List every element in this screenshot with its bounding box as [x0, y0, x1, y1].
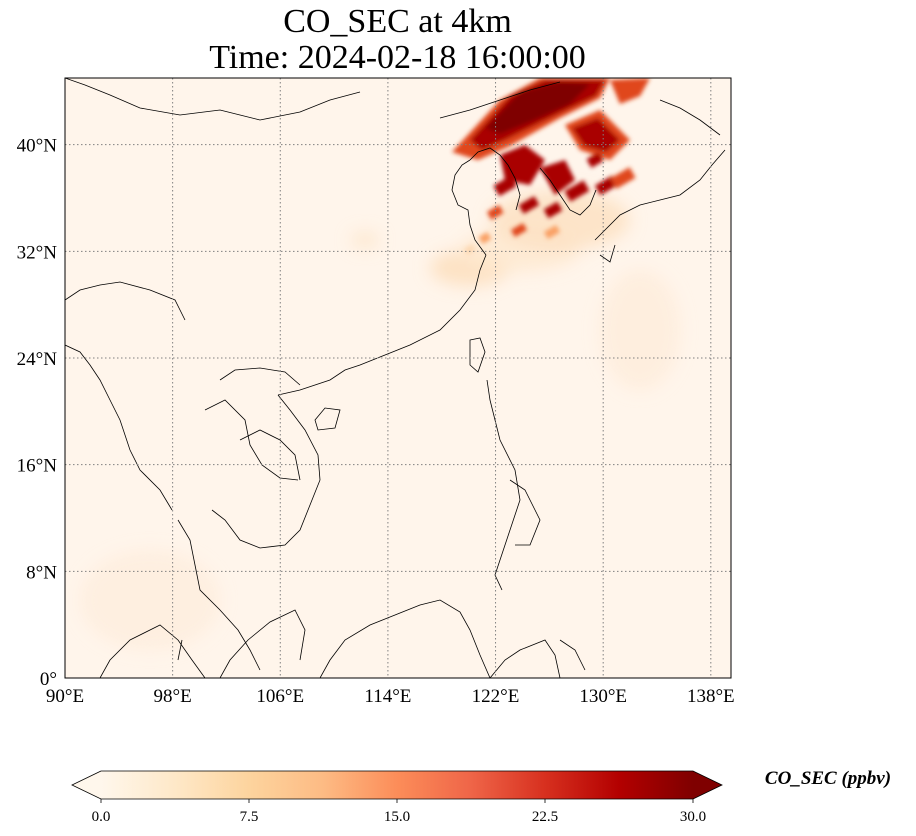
colorbar-tick-label: 0.0 [92, 809, 111, 825]
longitude-tick-label: 138°E [687, 686, 735, 707]
co-plume-layer [452, 78, 650, 256]
map-title-time: Time: 2024-02-18 16:00:00 [209, 39, 586, 76]
latitude-tick-label: 40°N [17, 136, 58, 157]
colorbar-max-extension [693, 771, 722, 799]
map-gridlines [65, 78, 731, 678]
latitude-tick-label: 8°N [26, 562, 57, 583]
colorbar-tick-label: 30.0 [680, 809, 706, 825]
longitude-tick-label: 90°E [46, 686, 84, 707]
latitude-tick-label: 32°N [17, 242, 58, 263]
colorbar-gradient [101, 771, 693, 799]
colorbar-ticks: 0.0 7.5 15.0 22.5 30.0 [92, 799, 706, 825]
longitude-tick-labels: 90°E 98°E 106°E 114°E 122°E 130°E 138°E [46, 686, 735, 707]
longitude-tick-label: 130°E [579, 686, 627, 707]
map-frame [64, 77, 732, 679]
colorbar: 0.0 7.5 15.0 22.5 30.0 [71, 770, 723, 825]
colorbar-min-extension [72, 771, 101, 799]
latitude-tick-label: 0° [40, 669, 57, 690]
latitude-tick-label: 16°N [17, 456, 58, 477]
colorbar-tick-label: 22.5 [532, 809, 558, 825]
latitude-tick-labels: 0° 8°N 16°N 24°N 32°N 40°N [17, 136, 58, 690]
longitude-tick-label: 98°E [154, 686, 192, 707]
colorbar-tick-label: 7.5 [240, 809, 259, 825]
longitude-tick-label: 114°E [364, 686, 411, 707]
longitude-tick-label: 106°E [256, 686, 304, 707]
colorbar-tick-label: 15.0 [384, 809, 410, 825]
longitude-tick-label: 122°E [472, 686, 520, 707]
colorbar-label: CO_SEC (ppbv) [764, 768, 892, 789]
latitude-tick-label: 24°N [17, 349, 58, 370]
map-title-variable: CO_SEC at 4km [283, 3, 512, 40]
